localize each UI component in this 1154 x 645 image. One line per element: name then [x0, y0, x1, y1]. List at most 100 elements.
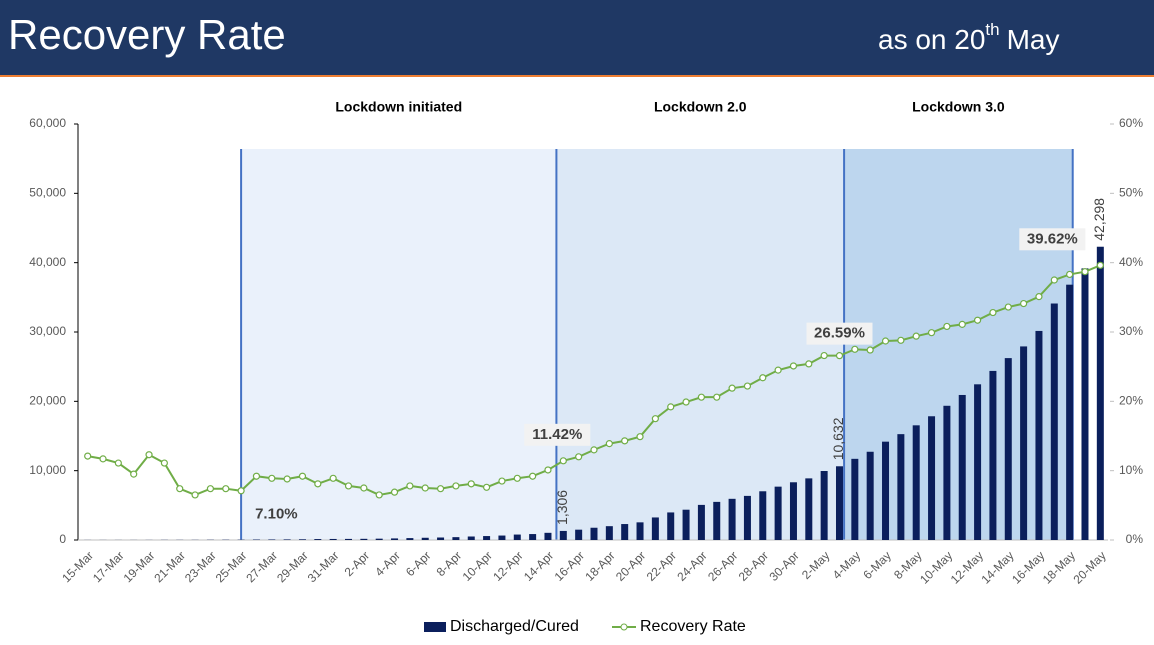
- x-tick-label: 27-Mar: [243, 548, 280, 585]
- line-marker: [314, 480, 322, 488]
- line-marker: [375, 491, 383, 499]
- bar: [759, 491, 767, 540]
- legend-label: Recovery Rate: [640, 618, 746, 635]
- line-marker: [283, 475, 291, 483]
- bar: [882, 441, 890, 540]
- line-marker: [743, 382, 752, 390]
- bar: [774, 486, 782, 540]
- line-marker: [1050, 276, 1058, 284]
- x-tick-label: 10-Apr: [460, 548, 495, 583]
- line-marker: [360, 484, 368, 492]
- bar: [1035, 330, 1043, 540]
- line-marker: [728, 384, 736, 392]
- y2-tick-label: 0%: [1126, 532, 1144, 546]
- line-marker: [298, 472, 307, 480]
- bar: [897, 434, 905, 540]
- line-marker: [84, 452, 92, 460]
- phase-label: Lockdown initiated: [335, 99, 462, 115]
- phase-label: Lockdown 3.0: [912, 99, 1005, 115]
- bar: [667, 512, 675, 540]
- line-marker: [237, 487, 245, 495]
- line-marker: [697, 393, 706, 401]
- line-marker: [651, 415, 659, 423]
- phase-label: Lockdown 2.0: [654, 99, 747, 115]
- bar: [682, 509, 690, 540]
- bar: [590, 527, 598, 540]
- line-marker: [667, 403, 675, 411]
- x-tick-label: 15-Mar: [59, 548, 96, 585]
- bar: [728, 498, 736, 540]
- bar: [513, 534, 521, 540]
- bar: [789, 482, 797, 540]
- phase-band: [556, 149, 845, 540]
- line-marker: [130, 470, 138, 478]
- line-marker: [482, 483, 491, 491]
- subtitle-text: as on 20: [878, 24, 985, 55]
- x-tick-label: 2-May: [799, 548, 832, 581]
- x-tick-label: 17-Mar: [90, 548, 127, 585]
- phase-band: [241, 149, 557, 540]
- bar: [958, 394, 966, 540]
- line-marker: [1066, 270, 1074, 279]
- bar: [1096, 246, 1104, 540]
- x-tick-label: 10-May: [917, 548, 955, 586]
- line-marker: [252, 472, 261, 480]
- bar: [989, 370, 997, 540]
- bar: [912, 425, 920, 540]
- line-marker: [145, 451, 153, 459]
- bar: [651, 517, 659, 540]
- x-tick-label: 16-Apr: [552, 548, 587, 583]
- line-marker: [820, 351, 828, 360]
- value-label-bg: [524, 423, 591, 446]
- line-marker: [513, 474, 521, 482]
- x-tick-label: 22-Apr: [644, 548, 679, 583]
- line-marker: [529, 472, 537, 480]
- header-rule: [0, 75, 1154, 77]
- line-marker: [851, 345, 859, 353]
- bar: [866, 451, 874, 540]
- bar: [928, 416, 936, 540]
- header-bar: [0, 0, 1154, 75]
- y2-tick-label: 40%: [1119, 255, 1143, 269]
- bar: [1020, 346, 1028, 540]
- bar: [329, 538, 337, 540]
- value-label-bg: [1019, 228, 1086, 251]
- bar: [1081, 268, 1089, 540]
- line-marker: [99, 455, 107, 463]
- chart-subtitle: as on 20th May: [878, 20, 1060, 55]
- line-marker: [390, 488, 399, 496]
- bar: [529, 534, 537, 540]
- line-marker: [344, 482, 353, 490]
- bar: [421, 537, 429, 540]
- x-tick-label: 29-Mar: [274, 548, 311, 585]
- line-value-label: 26.59%: [814, 325, 865, 342]
- bar: [437, 537, 445, 540]
- y-tick-label: 10,000: [29, 463, 66, 477]
- y-tick-label: 30,000: [29, 324, 66, 338]
- x-tick-label: 30-Apr: [766, 548, 801, 583]
- line-marker: [268, 474, 276, 482]
- bar: [743, 495, 751, 540]
- bar: [851, 458, 859, 540]
- bar: [835, 466, 843, 540]
- value-label-bg: [806, 322, 873, 345]
- bar: [452, 537, 460, 540]
- x-tick-label: 6-Apr: [403, 548, 434, 579]
- x-tick-label: 14-Apr: [521, 548, 556, 583]
- bar: [360, 538, 368, 540]
- y2-tick-label: 60%: [1119, 116, 1143, 130]
- x-tick-label: 18-Apr: [582, 548, 617, 583]
- line-marker: [590, 446, 598, 454]
- line-marker: [575, 453, 583, 461]
- bar: [713, 501, 721, 540]
- x-tick-label: 20-Apr: [613, 548, 648, 583]
- x-tick-label: 14-May: [978, 548, 1016, 586]
- line-marker: [498, 477, 506, 485]
- line-marker: [114, 459, 122, 467]
- line-marker: [835, 352, 844, 360]
- line-marker: [897, 336, 905, 344]
- x-tick-label: 12-May: [948, 548, 986, 586]
- legend-label: Discharged/Cured: [450, 618, 579, 635]
- line-marker: [206, 485, 215, 493]
